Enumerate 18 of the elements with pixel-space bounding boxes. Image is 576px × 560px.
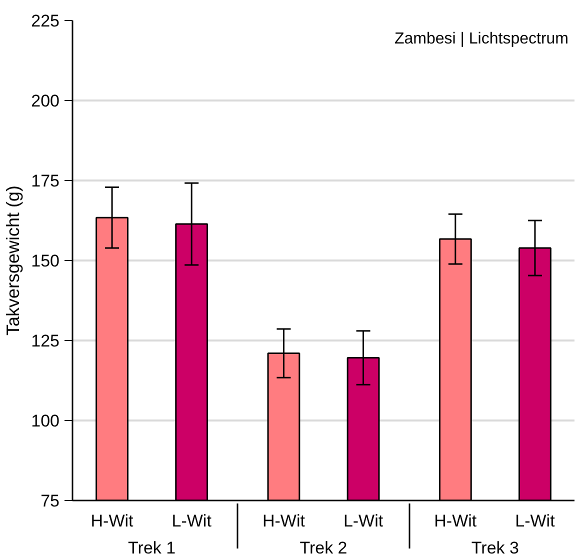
y-tick-label: 125 <box>31 332 60 350</box>
y-tick-label: 200 <box>31 92 60 110</box>
y-tick-label: 75 <box>40 492 60 510</box>
y-tick-label: 225 <box>31 12 60 30</box>
y-axis-title: Takversgewicht (g) <box>3 185 24 336</box>
x-tick-label: Trek 2 <box>300 538 348 558</box>
y-tick-label: 175 <box>31 172 60 190</box>
y-tick-label: 150 <box>31 252 60 270</box>
text: H-Wit <box>434 512 477 530</box>
text: H-Wit <box>262 512 305 530</box>
annotation: Zambesi | Lichtspectrum <box>394 30 569 48</box>
series-label: L-Wit <box>172 512 212 530</box>
x-tick-label: Trek 3 <box>471 538 519 558</box>
y-tick-label: 100 <box>31 412 60 430</box>
x-tick-label: Trek 1 <box>128 538 176 558</box>
text: L-Wit <box>515 512 555 530</box>
text: L-Wit <box>343 512 384 530</box>
series-label: H-Wit <box>90 512 134 530</box>
